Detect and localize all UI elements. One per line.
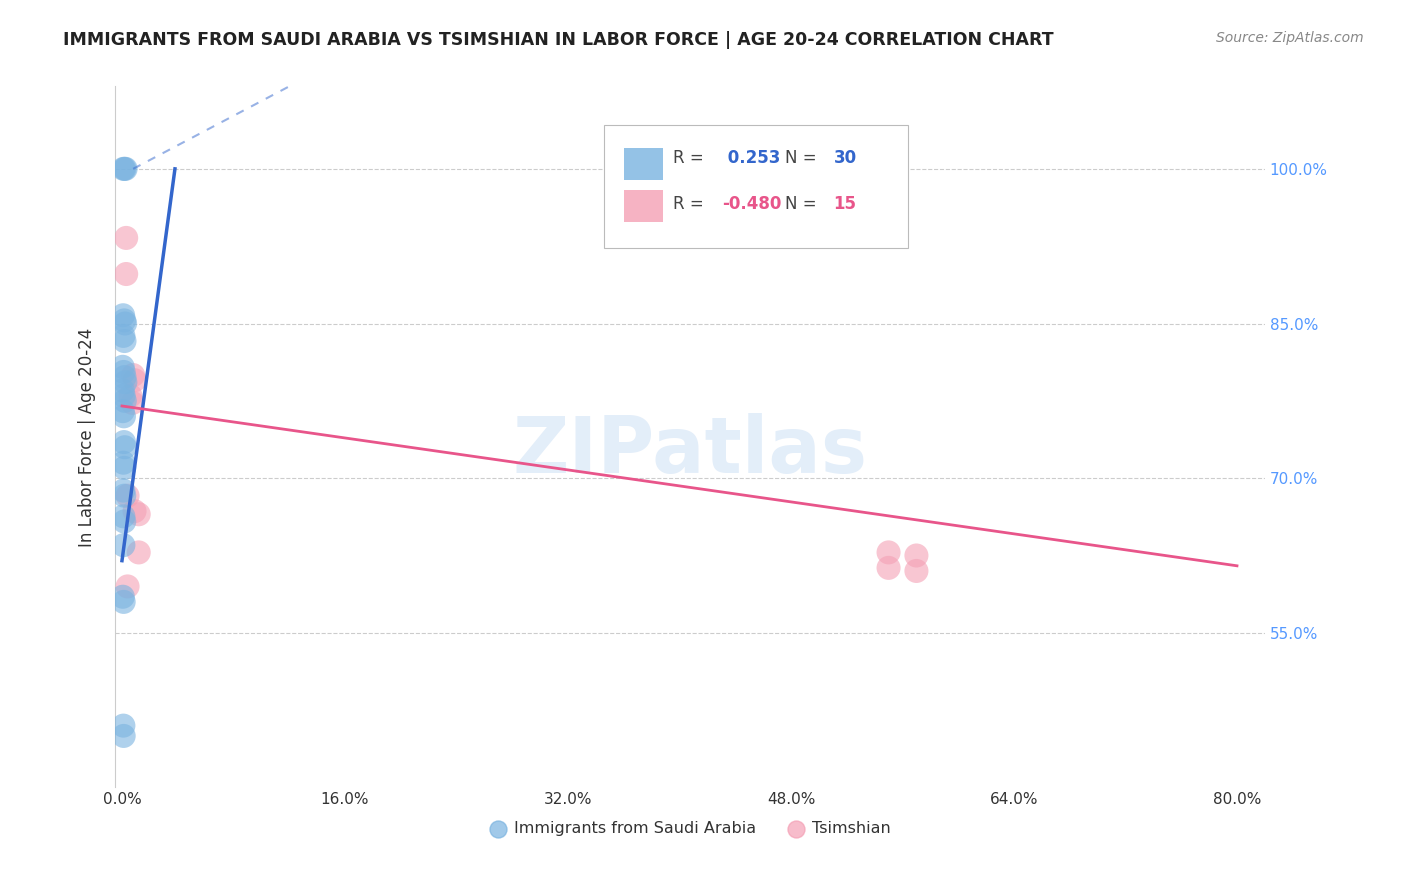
FancyBboxPatch shape [624,148,664,180]
Point [112,489,135,503]
Point [124,373,146,387]
Text: -0.480: -0.480 [723,195,782,213]
Point [905,549,928,563]
Point [114,317,136,331]
Point [112,595,135,609]
Point [112,313,135,327]
Text: R =: R = [672,149,709,167]
Point [114,370,136,384]
Point [111,384,134,398]
Point [111,359,134,374]
Point [114,161,136,176]
Point [112,308,135,322]
Point [112,365,135,379]
Point [112,461,135,475]
Point [121,396,143,410]
Point [117,489,139,503]
Point [905,564,928,578]
Text: Source: ZipAtlas.com: Source: ZipAtlas.com [1216,31,1364,45]
Point [124,504,146,518]
Point [112,483,135,498]
Point [117,579,139,593]
FancyBboxPatch shape [603,125,908,248]
Point [128,508,150,522]
Point [114,161,136,176]
Point [114,334,136,348]
Point [112,409,135,424]
Point [112,538,135,552]
Point [112,729,135,743]
Point [120,389,142,403]
Text: 15: 15 [834,195,856,213]
FancyBboxPatch shape [624,190,664,222]
Point [112,509,135,524]
Text: ZIPatlas: ZIPatlas [512,413,868,489]
Point [112,389,135,403]
Point [112,435,135,450]
Point [111,404,134,418]
Text: N =: N = [786,149,823,167]
Point [112,456,135,470]
Point [114,376,136,390]
Legend: Immigrants from Saudi Arabia, Tsimshian: Immigrants from Saudi Arabia, Tsimshian [484,814,897,843]
Point [112,515,135,529]
Point [115,267,138,281]
Point [128,545,150,559]
Point [112,161,135,176]
Text: N =: N = [786,195,823,213]
Text: 30: 30 [834,149,856,167]
Text: R =: R = [672,195,709,213]
Point [111,590,134,604]
Text: 0.253: 0.253 [723,149,780,167]
Point [114,393,136,408]
Y-axis label: In Labor Force | Age 20-24: In Labor Force | Age 20-24 [79,327,96,547]
Point [115,231,138,245]
Point [114,440,136,454]
Point [122,368,145,382]
Point [877,545,900,559]
Point [112,718,135,732]
Point [877,561,900,575]
Text: IMMIGRANTS FROM SAUDI ARABIA VS TSIMSHIAN IN LABOR FORCE | AGE 20-24 CORRELATION: IMMIGRANTS FROM SAUDI ARABIA VS TSIMSHIA… [63,31,1054,49]
Point [112,329,135,343]
